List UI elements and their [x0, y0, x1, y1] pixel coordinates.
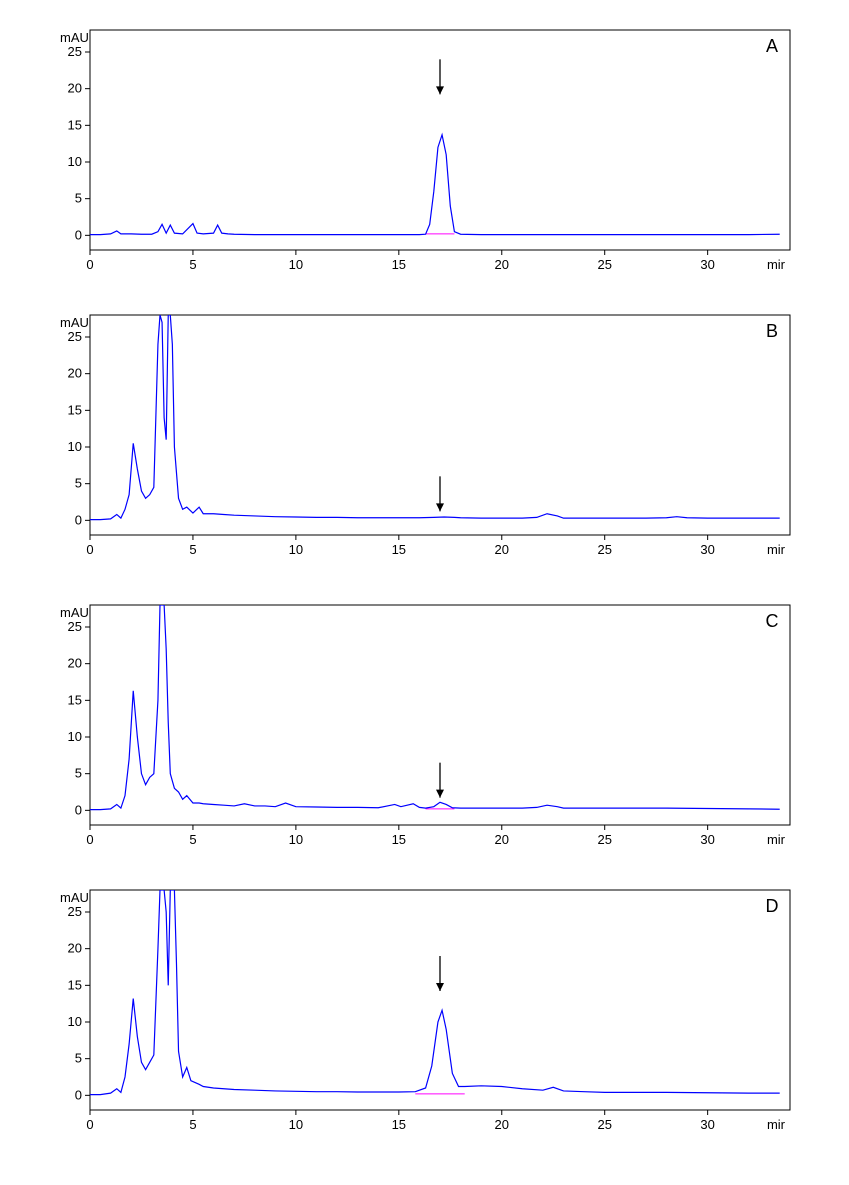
y-tick-label: 5 [75, 766, 82, 781]
arrow-head-icon [436, 790, 444, 798]
chart-svg: 0510152025mAU051015202530mirD [30, 880, 820, 1140]
x-tick-label: 25 [597, 832, 611, 847]
x-tick-label: 10 [289, 542, 303, 557]
y-tick-label: 10 [68, 439, 82, 454]
chromatogram-trace [90, 135, 780, 235]
y-axis-unit: mAU [60, 315, 89, 330]
x-axis-end-label: mir [767, 832, 786, 847]
x-tick-label: 0 [86, 257, 93, 272]
y-tick-label: 20 [68, 656, 82, 671]
y-tick-label: 20 [68, 366, 82, 381]
x-tick-label: 5 [189, 832, 196, 847]
x-tick-label: 20 [495, 1117, 509, 1132]
y-tick-label: 0 [75, 227, 82, 242]
chromatogram-trace [90, 605, 780, 810]
y-tick-label: 0 [75, 512, 82, 527]
y-tick-label: 25 [68, 329, 82, 344]
y-tick-label: 20 [68, 941, 82, 956]
x-axis-end-label: mir [767, 1117, 786, 1132]
x-tick-label: 0 [86, 1117, 93, 1132]
y-tick-label: 20 [68, 81, 82, 96]
y-tick-label: 15 [68, 117, 82, 132]
y-tick-label: 10 [68, 1014, 82, 1029]
panel-label: C [766, 611, 779, 631]
x-tick-label: 20 [495, 542, 509, 557]
x-tick-label: 30 [700, 832, 714, 847]
panel-label: A [766, 36, 778, 56]
y-tick-label: 0 [75, 1087, 82, 1102]
chromatogram-trace [90, 890, 780, 1095]
x-tick-label: 15 [392, 542, 406, 557]
x-tick-label: 30 [700, 542, 714, 557]
y-tick-label: 15 [68, 977, 82, 992]
y-tick-label: 25 [68, 904, 82, 919]
x-tick-label: 20 [495, 832, 509, 847]
y-axis-unit: mAU [60, 890, 89, 905]
y-tick-label: 25 [68, 44, 82, 59]
x-axis-end-label: mir [767, 542, 786, 557]
x-tick-label: 25 [597, 542, 611, 557]
y-tick-label: 0 [75, 802, 82, 817]
chart-svg: 0510152025mAU051015202530mirA [30, 20, 820, 280]
x-tick-label: 30 [700, 257, 714, 272]
x-tick-label: 20 [495, 257, 509, 272]
y-axis-unit: mAU [60, 605, 89, 620]
x-axis-end-label: mir [767, 257, 786, 272]
x-tick-label: 30 [700, 1117, 714, 1132]
arrow-head-icon [436, 86, 444, 94]
y-tick-label: 10 [68, 729, 82, 744]
y-tick-label: 10 [68, 154, 82, 169]
x-tick-label: 0 [86, 542, 93, 557]
chromatogram-panel-a: 0510152025mAU051015202530mirA [30, 20, 819, 280]
x-tick-label: 25 [597, 257, 611, 272]
x-tick-label: 15 [392, 832, 406, 847]
arrow-head-icon [436, 983, 444, 991]
x-tick-label: 10 [289, 257, 303, 272]
x-tick-label: 25 [597, 1117, 611, 1132]
y-tick-label: 15 [68, 692, 82, 707]
y-tick-label: 5 [75, 476, 82, 491]
x-tick-label: 15 [392, 257, 406, 272]
y-axis-unit: mAU [60, 30, 89, 45]
chart-svg: 0510152025mAU051015202530mirB [30, 305, 820, 565]
panel-label: B [766, 321, 778, 341]
y-tick-label: 15 [68, 402, 82, 417]
x-tick-label: 15 [392, 1117, 406, 1132]
y-tick-label: 25 [68, 619, 82, 634]
arrow-head-icon [436, 503, 444, 511]
x-tick-label: 10 [289, 832, 303, 847]
chromatogram-trace [90, 315, 780, 520]
x-tick-label: 5 [189, 1117, 196, 1132]
x-tick-label: 5 [189, 542, 196, 557]
plot-border [90, 890, 790, 1110]
chromatogram-panel-b: 0510152025mAU051015202530mirB [30, 305, 819, 565]
chromatogram-panel-c: 0510152025mAU051015202530mirC [30, 595, 819, 855]
x-tick-label: 5 [189, 257, 196, 272]
chromatogram-panel-d: 0510152025mAU051015202530mirD [30, 880, 819, 1140]
y-tick-label: 5 [75, 191, 82, 206]
y-tick-label: 5 [75, 1051, 82, 1066]
x-tick-label: 0 [86, 832, 93, 847]
chart-svg: 0510152025mAU051015202530mirC [30, 595, 820, 855]
panel-label: D [766, 896, 779, 916]
x-tick-label: 10 [289, 1117, 303, 1132]
